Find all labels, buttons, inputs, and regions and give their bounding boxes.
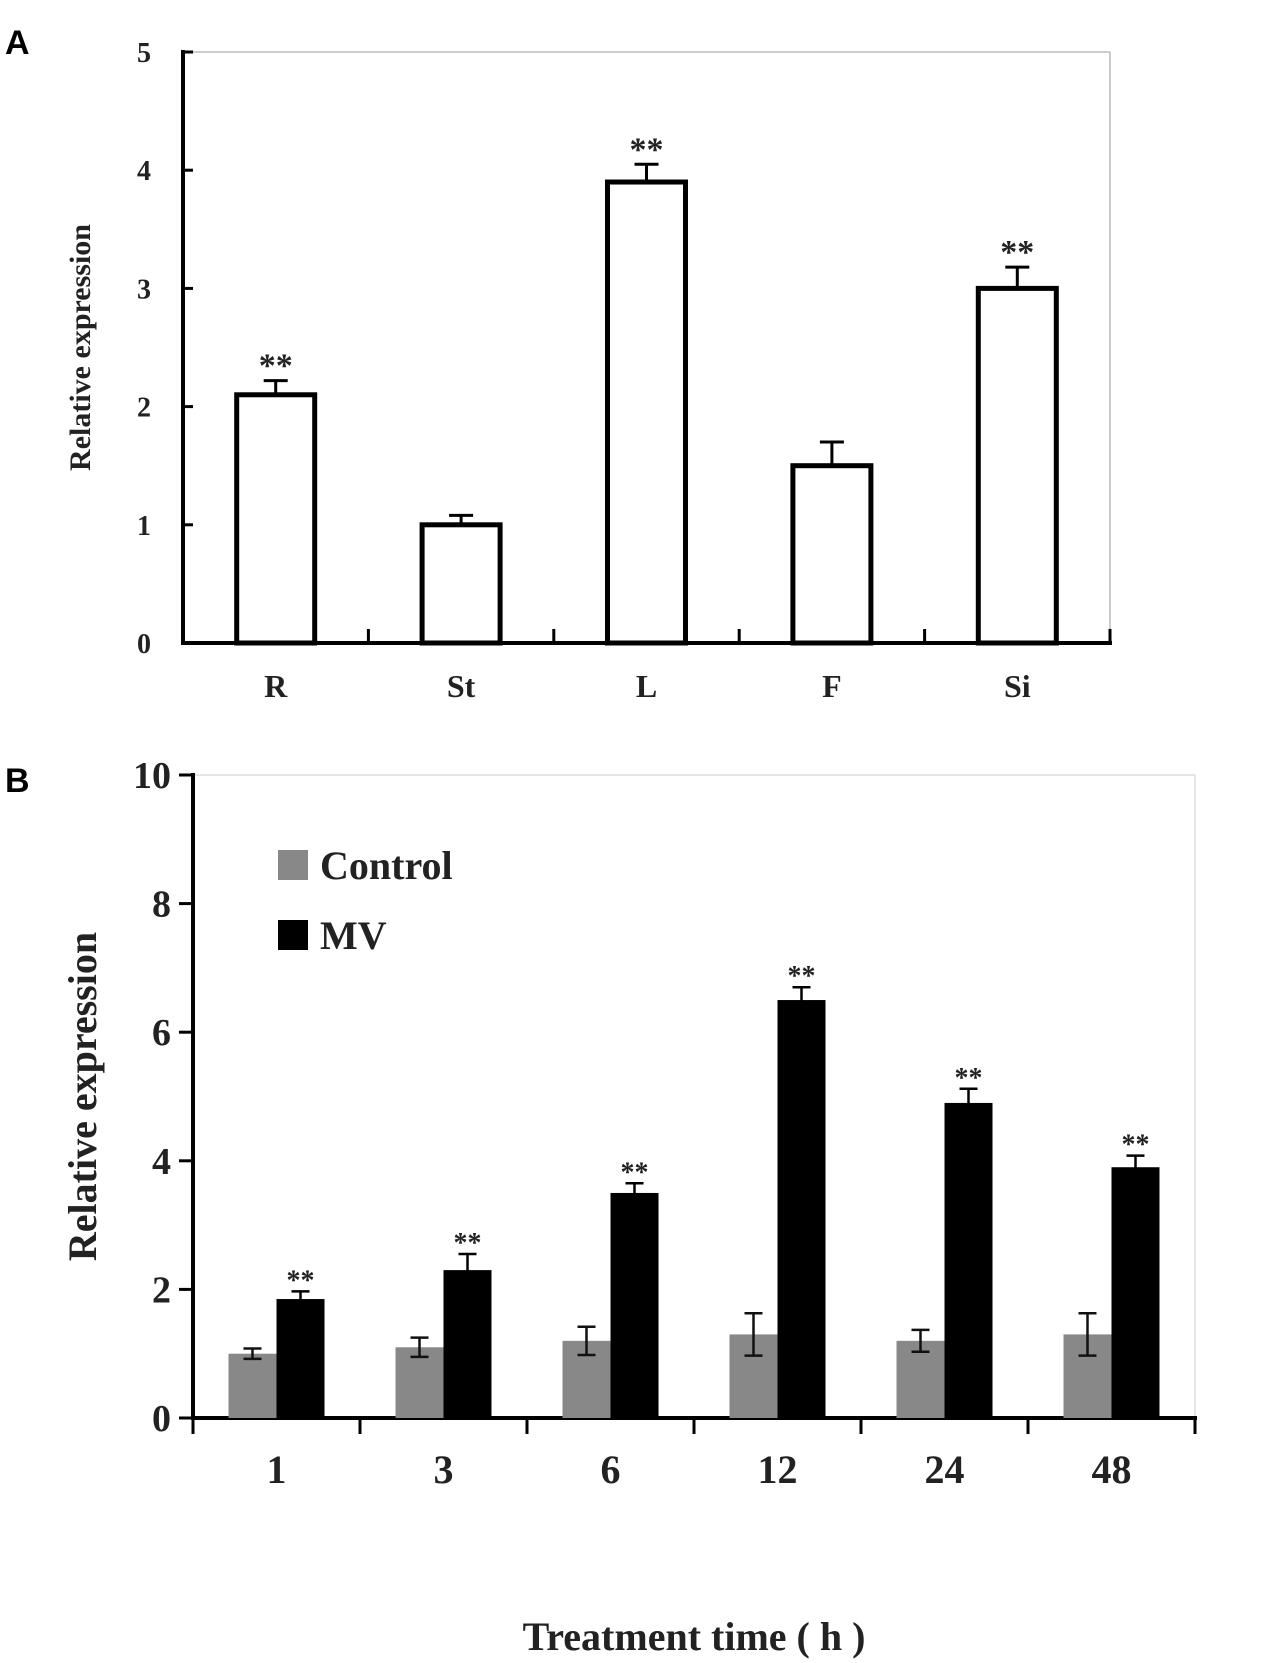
- bar-mv-24: [944, 1102, 993, 1418]
- bar-R: [234, 392, 318, 646]
- y-tick-label: 1: [137, 511, 151, 542]
- x-tick-label: St: [447, 668, 476, 704]
- x-tick-label: 3: [434, 1447, 454, 1492]
- y-tick-label: 2: [152, 1269, 171, 1311]
- legend-label-mv: MV: [320, 913, 387, 958]
- bar-mv-3: [443, 1270, 492, 1418]
- panel-label-b: B: [5, 762, 30, 800]
- bar-mv-12: [777, 1000, 826, 1418]
- chart-panel-a: 0 1 2 3 4 5 ** R St ** L F ** Si Relative expression: [64, 38, 1112, 704]
- legend-label-control: Control: [320, 843, 453, 888]
- y-tick-label: 10: [133, 755, 171, 797]
- bar-mv-6: [610, 1192, 659, 1418]
- x-tick-label: 48: [1092, 1447, 1132, 1492]
- x-tick-label: 1: [267, 1447, 287, 1492]
- y-tick-label: 4: [137, 156, 151, 187]
- x-tick-label: 6: [601, 1447, 621, 1492]
- x-tick-label: Si: [1004, 668, 1031, 704]
- chart-panel-b: 0246810**1**3**6**12**24**48ControlMVRel…: [60, 755, 1197, 1659]
- x-tick-label: L: [636, 668, 657, 704]
- bar-L: [605, 179, 688, 646]
- y-axis-label: Relative expression: [60, 932, 105, 1261]
- x-tick-label: 12: [758, 1447, 798, 1492]
- legend-swatch-control: [278, 850, 308, 880]
- significance-mark: **: [454, 1228, 482, 1259]
- bar-F: [790, 463, 874, 646]
- x-tick-label: F: [822, 668, 842, 704]
- x-tick-label: R: [264, 668, 288, 704]
- legend: Control MV: [278, 843, 453, 958]
- bar-Si: [975, 285, 1059, 646]
- y-tick-label: 2: [137, 393, 151, 424]
- y-tick-label: 0: [137, 629, 151, 660]
- y-axis-label: Relative expression: [64, 224, 97, 471]
- bar-mv-1: [276, 1299, 325, 1418]
- x-tick-label: 24: [925, 1447, 965, 1492]
- significance-mark: **: [788, 961, 816, 992]
- bar-control-3: [395, 1347, 444, 1418]
- legend-swatch-mv: [278, 920, 308, 950]
- significance-mark: **: [955, 1063, 983, 1094]
- bar-control-1: [228, 1353, 277, 1418]
- significance-mark: **: [630, 131, 664, 168]
- significance-mark: **: [259, 348, 293, 385]
- bar-mv-48: [1111, 1167, 1160, 1418]
- bar-control-24: [896, 1340, 945, 1418]
- y-tick-label: 0: [152, 1398, 171, 1440]
- significance-mark: **: [1122, 1130, 1150, 1161]
- y-tick-label: 3: [137, 274, 151, 305]
- panel-label-a: A: [5, 24, 30, 62]
- y-tick-label: 4: [152, 1141, 171, 1183]
- significance-mark: **: [621, 1157, 649, 1188]
- x-axis-label: Treatment time ( h ): [523, 1614, 866, 1659]
- significance-mark: **: [1000, 234, 1034, 271]
- significance-mark: **: [287, 1265, 315, 1296]
- y-tick-label: 5: [137, 38, 151, 69]
- bar-St: [419, 522, 503, 646]
- y-tick-label: 8: [152, 884, 171, 926]
- y-tick-label: 6: [152, 1012, 171, 1054]
